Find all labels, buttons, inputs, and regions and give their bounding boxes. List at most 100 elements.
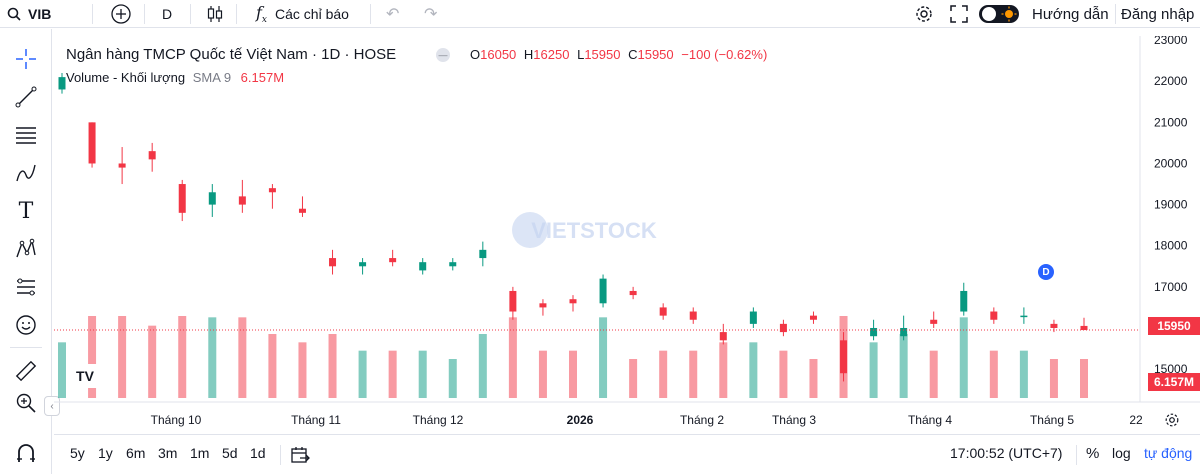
time-tick-label: 22 (1129, 413, 1143, 427)
fullscreen-button[interactable] (950, 0, 968, 28)
range-6m[interactable]: 6m (126, 445, 146, 461)
candle-body (629, 290, 637, 296)
range-3m[interactable]: 3m (158, 445, 178, 461)
volume-bar (448, 359, 457, 398)
low-label: L (577, 47, 585, 62)
volume-bar (809, 359, 818, 398)
trendline-tool[interactable] (10, 81, 42, 113)
pattern-tool[interactable] (10, 233, 42, 265)
time-tick-label: 2026 (567, 413, 594, 427)
measure-tool[interactable] (10, 355, 42, 387)
range-1d[interactable]: 1d (250, 445, 266, 461)
candle-body (900, 327, 908, 337)
volume-bar (749, 342, 758, 398)
price-tick-label: 17000 (1154, 280, 1188, 294)
candle-body (208, 192, 216, 205)
time-tick-label: Tháng 4 (908, 413, 952, 427)
volume-bar (689, 350, 698, 398)
divider (280, 445, 281, 465)
dividend-badge[interactable]: D (1038, 264, 1054, 280)
candle-body (870, 327, 878, 337)
divider (190, 4, 191, 24)
volume-bar (989, 350, 998, 398)
top-toolbar: VIB D fx Các chỉ báo ↶ ↷ Hướng dẫn Đăng … (0, 0, 1200, 28)
volume-bar (1019, 350, 1028, 398)
fib-tool[interactable] (10, 119, 42, 151)
goto-date-button[interactable] (290, 445, 310, 470)
collapse-toolbar-button[interactable]: ‹ (44, 396, 60, 416)
crosshair-icon (16, 49, 36, 69)
login-link[interactable]: Đăng nhập (1121, 5, 1195, 23)
volume-bar (178, 316, 187, 398)
candle-body (509, 290, 517, 312)
range-1y[interactable]: 1y (98, 445, 113, 461)
candle-body (990, 311, 998, 320)
text-icon: T (18, 198, 34, 224)
brush-tool[interactable] (10, 157, 42, 189)
undo-button[interactable]: ↶ (386, 0, 399, 28)
prediction-tool[interactable] (10, 271, 42, 303)
price-tick-label: 20000 (1154, 156, 1188, 170)
log-toggle[interactable]: log (1112, 445, 1131, 461)
volume-bar (869, 342, 878, 398)
clock-time[interactable]: 17:00:52 (UTC+7) (950, 445, 1063, 461)
chart-canvas[interactable]: VIETSTOCK 23000 22000 21000 20000 19000 18000 1… (54, 33, 1200, 432)
range-5d[interactable]: 5d (222, 445, 238, 461)
theme-toggle[interactable] (978, 0, 1020, 28)
high-label: H (523, 47, 534, 62)
chevron-left-icon: ‹ (50, 400, 54, 412)
redo-button[interactable]: ↷ (424, 0, 437, 28)
last-volume-tag: 6.157M (1148, 373, 1200, 391)
zoom-tool[interactable] (10, 387, 42, 419)
divider (92, 4, 93, 24)
candle-body (1050, 323, 1058, 328)
chart-legend-main: Ngân hàng TMCP Quốc tế Việt Nam · 1D · H… (66, 46, 396, 63)
compare-button[interactable] (110, 0, 132, 28)
volume-bar (208, 317, 217, 398)
tradingview-logo[interactable]: TV (68, 364, 102, 388)
axis-settings-button[interactable] (1162, 410, 1182, 430)
volume-value: 6.157M (240, 70, 285, 85)
volume-bar (478, 334, 487, 398)
candle-body (58, 77, 66, 90)
candle-body (298, 208, 306, 213)
candle-body (809, 315, 817, 320)
volume-bar (298, 342, 307, 398)
candle-body (88, 122, 96, 164)
time-tick-label: Tháng 11 (291, 413, 341, 427)
dash-icon: — (438, 50, 448, 60)
time-tick-label: Tháng 5 (1030, 413, 1074, 427)
legend-menu-button[interactable]: — (436, 48, 450, 62)
close-value: 15950 (637, 47, 674, 62)
volume-bar (328, 334, 337, 398)
volume-bar (88, 316, 97, 398)
volume-bar (569, 350, 577, 398)
candle-body (359, 262, 367, 267)
volume-bar (959, 317, 968, 398)
chart-area[interactable]: VIETSTOCK 23000 22000 21000 20000 19000 18000 1… (54, 33, 1200, 432)
auto-scale-toggle[interactable]: tự động (1144, 445, 1193, 461)
candle-body (749, 311, 757, 324)
percent-toggle[interactable]: % (1086, 445, 1100, 462)
symbol-search[interactable]: VIB (6, 0, 51, 28)
ruler-icon (15, 360, 37, 382)
chart-type-button[interactable] (206, 0, 224, 28)
divider (1115, 4, 1116, 24)
settings-button[interactable] (914, 0, 934, 28)
candle-body (419, 262, 427, 271)
volume-bar (1080, 359, 1088, 398)
divider (10, 347, 42, 348)
volume-bar (58, 342, 66, 398)
guide-link[interactable]: Hướng dẫn (1032, 5, 1109, 23)
text-tool[interactable]: T (10, 195, 42, 227)
indicators-button[interactable]: fx Các chỉ báo (256, 0, 349, 28)
range-1m[interactable]: 1m (190, 445, 210, 461)
interval-button[interactable]: D (162, 6, 173, 22)
emoji-tool[interactable] (10, 309, 42, 341)
magnet-tool[interactable] (10, 437, 42, 469)
volume-bar (779, 350, 788, 398)
candle-body (1020, 315, 1028, 318)
crosshair-tool[interactable] (10, 43, 42, 75)
range-5y[interactable]: 5y (70, 445, 85, 461)
candle-body (238, 196, 246, 205)
